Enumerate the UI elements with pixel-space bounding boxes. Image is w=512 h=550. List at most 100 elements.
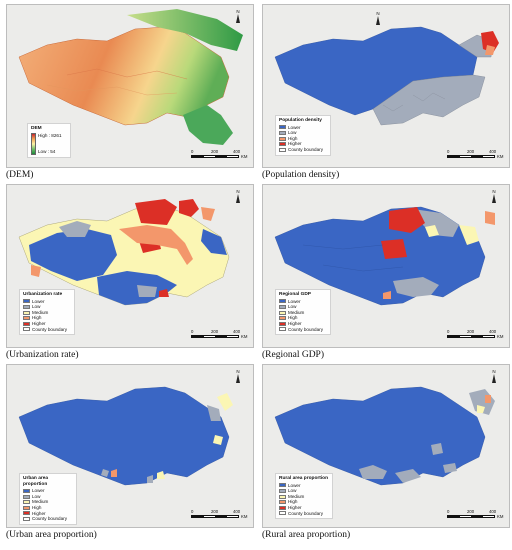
legend-item-lower: Lower — [279, 125, 327, 131]
legend-item-high: High — [279, 499, 329, 505]
legend-item-boundary: County boundary — [23, 516, 73, 522]
dem-legend-title: DEM — [31, 126, 42, 131]
region-high — [111, 469, 117, 477]
legend-item-low: Low — [279, 304, 327, 310]
region-medium — [477, 405, 485, 413]
dem-legend: DEM High : 8261 Low : 54 — [27, 123, 71, 158]
legend-item-high: High — [23, 505, 73, 511]
legend-title: Urbanization rate — [23, 292, 63, 297]
legend-item-higher: Higher — [23, 511, 73, 517]
scale-bar: 0 200 400 KM — [447, 509, 504, 519]
region-medium — [217, 393, 233, 411]
region-higher — [389, 207, 425, 233]
region-high-c — [31, 265, 41, 277]
urbanization-rate-svg — [7, 185, 253, 347]
panel-urbanization-rate: Urbanization rate Lower Low Medium High … — [6, 184, 254, 360]
legend-item-boundary: County boundary — [279, 511, 329, 517]
region-high — [485, 45, 495, 55]
panel-dem: DEM High : 8261 Low : 54 N 0 200 400 KM … — [6, 4, 254, 180]
legend-item-higher: Higher — [279, 321, 327, 327]
region-low-b — [101, 469, 109, 477]
region-low — [207, 405, 221, 421]
region-low — [413, 209, 459, 237]
elevation-color-ramp — [31, 132, 36, 155]
caption-rural-area-proportion: (Rural area proportion) — [262, 530, 351, 540]
region-medium — [459, 225, 479, 245]
region-low-d — [395, 469, 421, 483]
legend-item-medium: Medium — [279, 494, 329, 500]
region-medium-b — [213, 435, 223, 445]
north-arrow-icon: N — [233, 189, 243, 205]
legend-item-lower: Lower — [23, 299, 71, 305]
caption-regional-gdp: (Regional GDP) — [262, 350, 325, 360]
region-low-c — [359, 465, 387, 479]
caption-population-density: (Population density) — [262, 170, 340, 180]
legend-item-lower: Lower — [279, 299, 327, 305]
legend-title: Population density — [279, 118, 322, 123]
north-arrow-icon: N — [233, 9, 243, 25]
region-low — [372, 74, 486, 126]
region-medium-c — [157, 471, 165, 479]
north-arrow-icon: N — [489, 369, 499, 385]
dem-southeast-shape — [183, 105, 233, 145]
urbanization-rate-legend: Urbanization rate Lower Low Medium High … — [19, 289, 75, 336]
region-low-b — [393, 277, 439, 297]
region-lower-b — [97, 271, 177, 305]
region-medium-b — [425, 225, 439, 237]
legend-item-low: Low — [23, 494, 73, 500]
population-density-legend: Population density Lower Low High Higher… — [275, 115, 331, 156]
scale-tick-0: 0 — [191, 149, 194, 154]
region-lower — [274, 386, 486, 486]
scale-tick-1: 200 — [211, 149, 219, 154]
panel-regional-gdp: Regional GDP Lower Low Medium High Highe… — [262, 184, 510, 360]
region-high — [119, 225, 193, 265]
panel-urban-area-proportion: Urban area proportion Lower Low Medium H… — [6, 364, 254, 540]
north-label: N — [236, 9, 240, 14]
regional-gdp-legend: Regional GDP Lower Low Medium High Highe… — [275, 289, 331, 336]
region-lower — [18, 386, 230, 486]
legend-item-low: Low — [279, 130, 327, 136]
dem-map: DEM High : 8261 Low : 54 N 0 200 400 KM — [6, 4, 254, 168]
legend-item-higher: Higher — [279, 141, 327, 147]
legend-item-lower: Lower — [23, 488, 73, 494]
legend-item-low: Low — [23, 304, 71, 310]
urbanization-rate-map: Urbanization rate Lower Low Medium High … — [6, 184, 254, 348]
region-higher-b — [381, 239, 407, 259]
dem-high-label: High : 8261 — [38, 132, 62, 138]
legend-item-high: High — [279, 315, 327, 321]
panel-population-density: Population density Lower Low High Higher… — [262, 4, 510, 180]
region-low-b — [431, 443, 443, 455]
legend-title: Urban area proportion — [23, 476, 49, 487]
panel-rural-area-proportion: Rural area proportion Lower Low Medium H… — [262, 364, 510, 540]
dem-low-label: Low : 54 — [38, 149, 56, 154]
population-density-svg — [263, 5, 509, 167]
legend-item-boundary: County boundary — [279, 327, 327, 333]
region-higher — [135, 199, 177, 225]
caption-dem: (DEM) — [6, 170, 34, 180]
legend-title: Regional GDP — [279, 292, 311, 297]
urban-area-proportion-legend: Urban area proportion Lower Low Medium H… — [19, 473, 77, 525]
caption-urban-area-proportion: (Urban area proportion) — [6, 530, 97, 540]
region-higher-d — [159, 289, 169, 297]
scale-unit: KM — [241, 154, 248, 159]
legend-item-high: High — [279, 136, 327, 142]
legend-item-medium: Medium — [23, 499, 73, 505]
regional-gdp-map: Regional GDP Lower Low Medium High Highe… — [262, 184, 510, 348]
scale-tick-2: 400 — [233, 149, 241, 154]
region-low — [59, 221, 91, 237]
region-high — [485, 211, 495, 225]
region-high-b — [383, 291, 391, 299]
dem-qaidam-shape — [127, 9, 243, 51]
legend-item-low: Low — [279, 488, 329, 494]
north-arrow-icon: N — [373, 11, 383, 27]
urban-area-proportion-map: Urban area proportion Lower Low Medium H… — [6, 364, 254, 528]
north-arrow-icon: N — [489, 189, 499, 205]
legend-item-medium: Medium — [23, 310, 71, 316]
legend-item-medium: Medium — [279, 310, 327, 316]
legend-title: Rural area proportion — [279, 476, 329, 481]
north-arrow-icon: N — [233, 369, 243, 385]
scale-bar: 0 200 400 KM — [191, 329, 248, 339]
region-lower-c — [201, 229, 227, 255]
legend-item-boundary: County boundary — [279, 147, 327, 153]
legend-item-high: High — [23, 315, 71, 321]
